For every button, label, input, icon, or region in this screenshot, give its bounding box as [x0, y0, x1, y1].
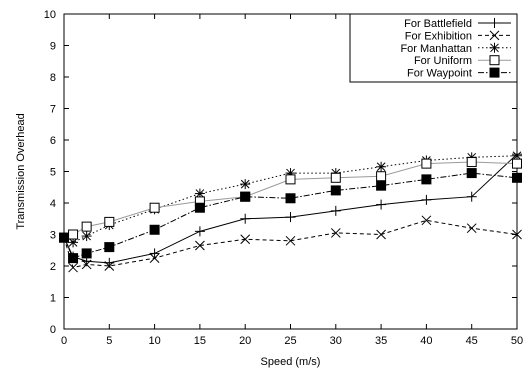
data-point: [81, 231, 92, 242]
legend-marker: [489, 67, 500, 78]
series-1: [59, 215, 522, 273]
legend-marker: [489, 18, 500, 28]
y-tick-label: 9: [50, 41, 56, 53]
data-point: [466, 191, 477, 202]
legend-label: For Waypoint: [407, 68, 472, 80]
y-tick-label: 7: [50, 104, 56, 116]
y-tick-label: 5: [50, 167, 56, 179]
data-point: [466, 168, 477, 179]
data-point: [149, 253, 160, 263]
legend-marker: [489, 42, 500, 53]
x-tick-label: 40: [420, 335, 432, 347]
data-point: [512, 158, 522, 169]
data-point: [376, 229, 386, 240]
legend-item: For Exhibition: [405, 30, 511, 42]
data-point: [240, 213, 251, 224]
data-point: [104, 261, 115, 271]
data-point: [285, 235, 296, 246]
y-tick-label: 8: [50, 72, 56, 84]
x-tick-label: 15: [194, 335, 206, 347]
data-point: [240, 234, 251, 245]
data-point: [149, 202, 160, 213]
data-point: [466, 157, 477, 168]
y-tick-label: 3: [50, 230, 56, 242]
data-point: [330, 228, 341, 238]
data-point: [59, 232, 69, 243]
data-point: [330, 205, 341, 216]
data-point: [376, 199, 387, 210]
data-point: [512, 172, 522, 183]
data-point: [376, 180, 387, 191]
x-tick-label: 50: [511, 335, 523, 347]
y-tick-label: 2: [50, 261, 56, 273]
legend-label: For Exhibition: [405, 30, 472, 42]
x-tick-label: 35: [375, 335, 387, 347]
data-point: [104, 242, 115, 253]
data-point: [285, 193, 296, 204]
data-point: [194, 202, 205, 213]
y-tick-label: 6: [50, 135, 56, 147]
data-point: [466, 223, 477, 234]
data-point: [149, 248, 160, 259]
data-point: [68, 253, 79, 264]
data-point: [376, 171, 387, 182]
legend-label: For Uniform: [414, 55, 472, 67]
y-axis-label: Transmission Overhead: [15, 113, 27, 229]
data-point: [285, 174, 296, 185]
data-point: [285, 212, 296, 223]
x-tick-label: 0: [61, 335, 67, 347]
legend-item: For Uniform: [414, 55, 511, 67]
data-point: [421, 194, 432, 205]
y-tick-label: 0: [50, 324, 56, 336]
legend-item: For Waypoint: [407, 67, 511, 80]
data-point: [68, 262, 78, 273]
series-0: [59, 149, 522, 268]
x-tick-label: 45: [466, 335, 478, 347]
data-point: [421, 158, 432, 169]
y-tick-label: 10: [44, 9, 56, 21]
x-axis-label: Speed (m/s): [261, 356, 321, 368]
data-point: [330, 185, 341, 196]
data-point: [330, 172, 341, 183]
legend-marker: [489, 30, 500, 41]
x-tick-label: 30: [330, 335, 342, 347]
data-point: [194, 226, 205, 237]
data-point: [512, 229, 522, 240]
data-point: [421, 174, 432, 185]
legend-item: For Manhattan: [400, 42, 511, 55]
y-tick-label: 4: [50, 198, 56, 210]
data-point: [376, 161, 387, 172]
data-point: [240, 179, 251, 190]
data-point: [149, 224, 160, 235]
data-point: [81, 248, 92, 259]
x-tick-label: 25: [284, 335, 296, 347]
data-point: [81, 259, 92, 270]
x-tick-label: 20: [239, 335, 251, 347]
data-point: [81, 221, 92, 232]
series-line: [63, 219, 518, 269]
legend-label: For Battlefield: [404, 18, 472, 30]
x-tick-label: 10: [148, 335, 160, 347]
series-4: [59, 168, 522, 264]
legend-label: For Manhattan: [400, 43, 472, 55]
legend-box: [349, 13, 518, 83]
data-point: [421, 215, 432, 226]
data-point: [240, 191, 251, 202]
x-tick-label: 5: [106, 335, 112, 347]
y-tick-label: 1: [50, 293, 56, 305]
legend-item: For Battlefield: [404, 18, 511, 30]
legend-marker: [489, 55, 500, 66]
data-point: [104, 216, 115, 227]
data-point: [195, 240, 205, 251]
data-point: [68, 229, 79, 240]
